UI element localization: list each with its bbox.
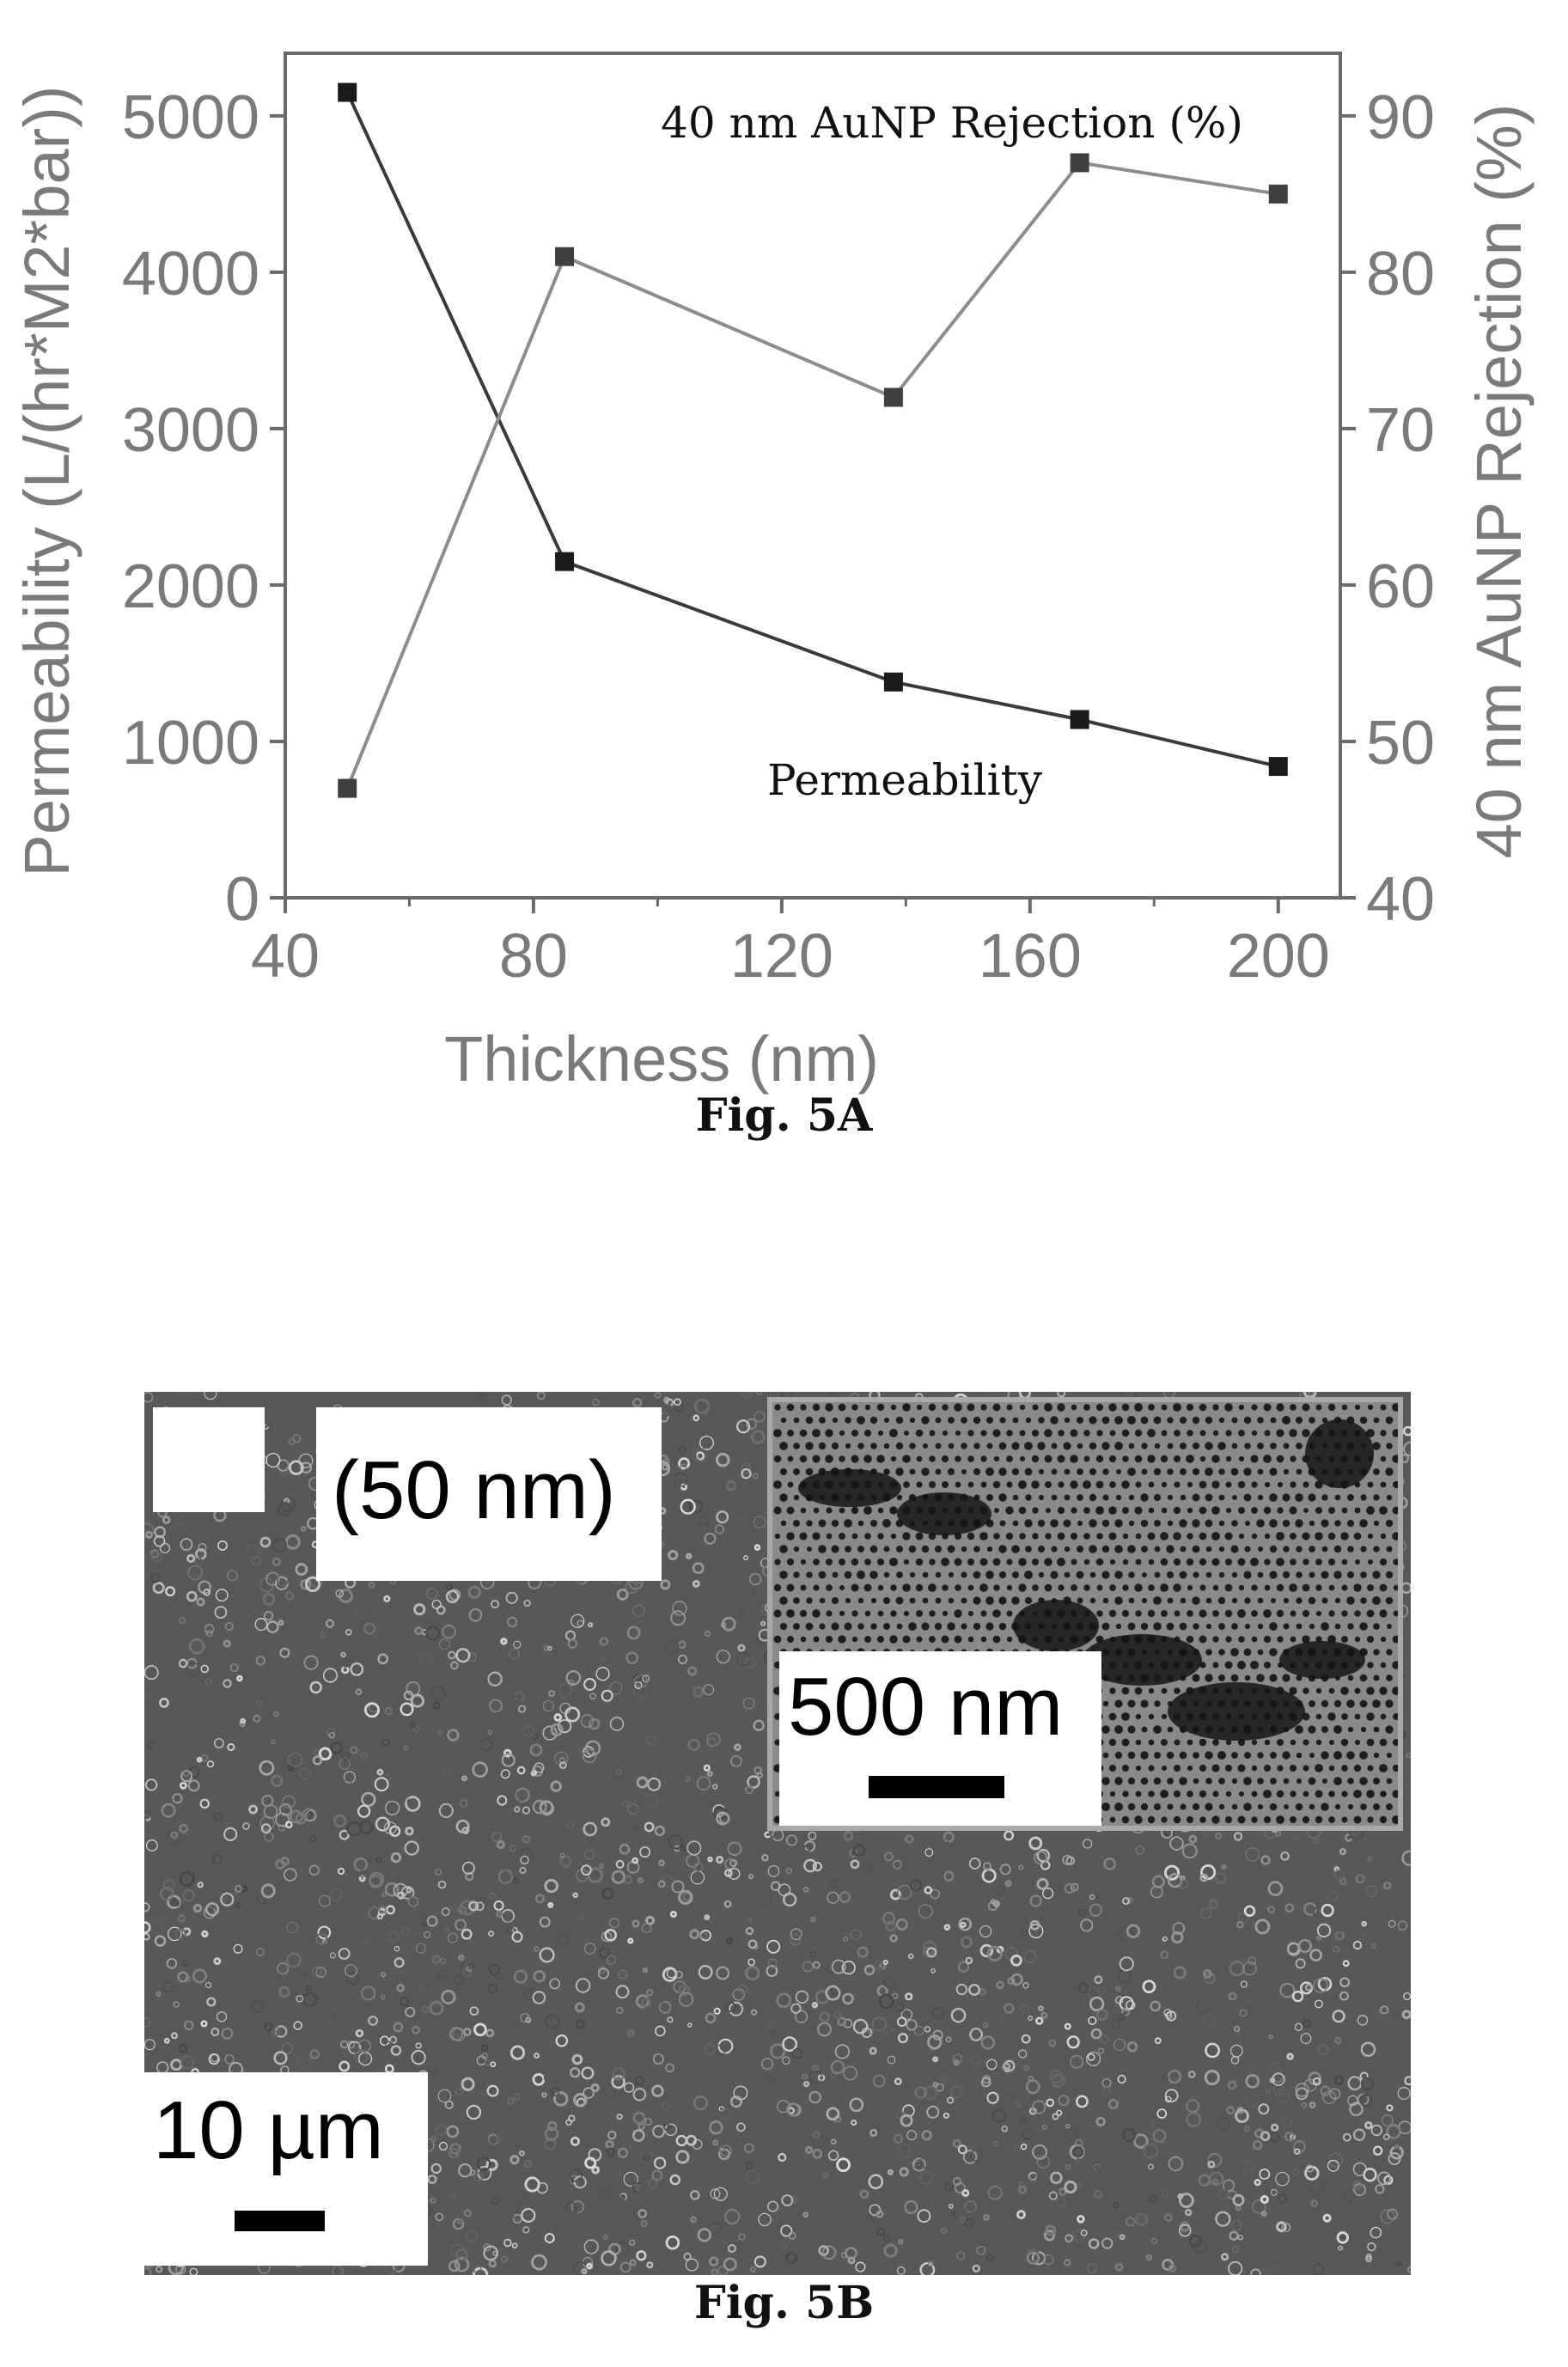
rejection-line [345, 161, 1279, 790]
thickness-label-box [316, 1407, 662, 1581]
permeability-point [883, 672, 903, 692]
x-tick-label: 200 [1227, 922, 1330, 991]
inset-scale-label: 500 nm [788, 1661, 1064, 1753]
left-y-tick-label: 0 [225, 865, 259, 934]
right-y-tick-label: 70 [1366, 396, 1435, 465]
right-y-tick-label: 50 [1366, 709, 1435, 778]
left-y-tick-label: 5000 [122, 83, 259, 152]
left-y-tick-label: 4000 [122, 240, 259, 308]
rejection-point [555, 247, 575, 266]
permeability-line [345, 91, 1279, 769]
left-y-axis: 0 1000 2000 3000 4000 5000 [122, 83, 285, 934]
thickness-label: (50 nm) [332, 1444, 616, 1536]
right-y-tick-label: 90 [1366, 83, 1435, 152]
sem-inset: 500 nm [767, 1397, 1403, 1831]
rejection-point [1268, 184, 1288, 204]
permeability-annotation: Permeability [767, 755, 1043, 805]
fig-5a-chart: 40 80 120 160 200 0 1000 2000 3000 4000 5000 40 50… [11, 52, 1534, 1095]
permeability-point [1070, 710, 1089, 729]
x-tick-label: 40 [251, 922, 320, 991]
plot-frame [284, 52, 1342, 900]
main-scale-box [144, 2072, 428, 2266]
sem-micrograph: (50 nm) 500 nm 10 µm [144, 1392, 1411, 2275]
series-layer [338, 82, 1288, 798]
right-y-tick-label: 80 [1366, 240, 1435, 308]
rejection-point [1070, 153, 1089, 173]
left-y-axis-title: Permeability (L/(hr*M2*bar)) [11, 85, 82, 876]
inset-scale-bar [869, 1776, 1004, 1798]
permeability-point [338, 82, 357, 102]
right-y-tick-label: 40 [1366, 865, 1435, 934]
rejection-point [883, 387, 903, 407]
x-tick-label: 160 [979, 922, 1082, 991]
left-y-tick-label: 1000 [122, 709, 259, 778]
left-y-tick-label: 2000 [122, 552, 259, 621]
right-y-axis-title: 40 nm AuNP Rejection (%) [1463, 104, 1534, 859]
main-scale-label: 10 µm [153, 2084, 384, 2176]
panel-marker-box [153, 1407, 265, 1512]
left-y-tick-label: 3000 [122, 396, 259, 465]
plot-border [284, 52, 1342, 900]
rejection-point [338, 778, 357, 798]
x-tick-label: 80 [499, 922, 568, 991]
right-y-axis: 40 50 60 70 80 90 [1340, 83, 1435, 934]
x-tick-label: 120 [730, 922, 833, 991]
permeability-point [1268, 757, 1288, 777]
right-y-tick-label: 60 [1366, 552, 1435, 621]
main-scale-bar [235, 2211, 325, 2231]
x-axis: 40 80 120 160 200 [251, 898, 1330, 991]
permeability-point [555, 552, 575, 571]
x-axis-title: Thickness (nm) [444, 1023, 879, 1095]
fig-5b-caption: Fig. 5B [693, 2277, 875, 2329]
fig-5a-caption: Fig. 5A [695, 1089, 873, 1142]
rejection-annotation: 40 nm AuNP Rejection (%) [661, 98, 1243, 148]
